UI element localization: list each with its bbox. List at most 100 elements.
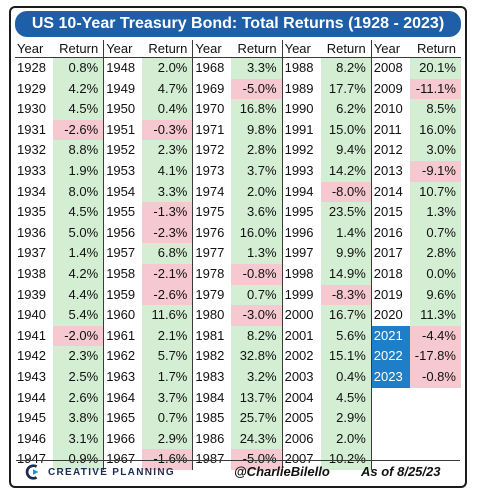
return-cell: 0.4%: [320, 366, 371, 388]
table-row: 1973 3.7%: [193, 160, 282, 182]
table-row: 2007 10.2%: [283, 449, 371, 470]
year-cell: 1993: [284, 162, 314, 178]
table-row: 2000 16.7%: [283, 305, 371, 326]
return-cell: -4.4%: [409, 325, 461, 347]
table-row: 1958 -2.1%: [104, 263, 193, 285]
return-cell: -0.8%: [409, 366, 461, 388]
return-cell: 14.9%: [320, 263, 371, 285]
year-cell: 2010: [373, 101, 403, 117]
return-cell: -3.0%: [231, 305, 282, 326]
table-row: 2006 2.0%: [283, 428, 371, 450]
year-cell: 1981: [195, 327, 225, 343]
table-row: 2012 3.0%: [372, 140, 461, 161]
table-row: 1936 5.0%: [15, 222, 104, 244]
table-row: 1963 1.7%: [104, 366, 193, 388]
year-cell: 1958: [106, 265, 136, 281]
return-cell: 5.6%: [320, 325, 371, 347]
table-row: 1953 4.1%: [104, 160, 193, 182]
year-cell: 1935: [17, 204, 46, 220]
year-cell: 1965: [106, 410, 136, 426]
table-row: 2008 20.1%: [372, 58, 461, 79]
creative-planning-logo-icon: [25, 464, 39, 480]
table-row: 1962 5.7%: [104, 346, 193, 367]
table-row: 1975 3.6%: [193, 202, 282, 223]
table-row: 1951 -0.3%: [104, 119, 193, 141]
table-row: 1944 2.6%: [15, 387, 104, 409]
return-cell: 1.4%: [320, 222, 371, 244]
table-row: 1928 0.8%: [15, 58, 104, 79]
return-cell: 0.7%: [142, 408, 193, 429]
return-cell: 17.7%: [320, 78, 371, 100]
year-cell: 1931: [17, 121, 46, 137]
return-cell: 8.2%: [320, 58, 371, 79]
return-header: Return: [237, 41, 277, 56]
return-cell: -8.0%: [320, 181, 371, 203]
year-cell: 1983: [195, 368, 225, 384]
return-cell: 15.1%: [320, 346, 371, 367]
return-header: Return: [326, 41, 366, 56]
return-cell: 4.7%: [142, 78, 193, 100]
return-cell: 8.0%: [53, 181, 104, 203]
year-cell: 1930: [17, 101, 46, 117]
return-cell: 3.8%: [53, 408, 104, 429]
return-cell: 4.5%: [53, 99, 104, 120]
year-cell: 2019: [373, 286, 403, 302]
return-cell: 16.7%: [320, 305, 371, 326]
year-cell: 1972: [195, 142, 225, 158]
year-cell: 1938: [17, 265, 46, 281]
column-header: Year Return: [371, 40, 461, 58]
year-cell: 2005: [284, 410, 314, 426]
table-row: 1983 3.2%: [193, 366, 282, 388]
table-row: 1986 24.3%: [193, 428, 282, 450]
return-cell: -2.6%: [53, 119, 104, 141]
table-row: 2018 0.0%: [372, 263, 461, 285]
year-cell: 1968: [195, 60, 225, 75]
returns-table-card: US 10-Year Treasury Bond: Total Returns …: [9, 6, 467, 488]
return-header: Return: [148, 41, 188, 56]
year-cell: 1976: [195, 224, 225, 240]
return-cell: 3.1%: [53, 428, 104, 450]
table-row: 1937 1.4%: [15, 243, 104, 264]
table-row: 1950 0.4%: [104, 99, 193, 120]
table-row: 1982 32.8%: [193, 346, 282, 367]
table-row: 1934 8.0%: [15, 181, 104, 203]
footer: CREATIVE PLANNING @CharlieBilello As of …: [16, 460, 460, 484]
year-header: Year: [17, 41, 44, 56]
year-cell: 1996: [284, 224, 314, 240]
year-cell: 1999: [284, 286, 314, 302]
year-cell: 1943: [17, 368, 46, 384]
return-cell: 10.7%: [409, 181, 461, 203]
table-title: US 10-Year Treasury Bond: Total Returns …: [15, 11, 461, 37]
year-cell: 1933: [17, 162, 46, 178]
year-cell: 1945: [17, 410, 46, 426]
year-cell: 1969: [195, 80, 225, 96]
year-cell: 1947: [17, 451, 46, 467]
table-row: 1946 3.1%: [15, 428, 104, 450]
year-cell: 2008: [373, 60, 403, 75]
returns-grid: Year Return 1928 0.8% 1929 4.2% 1930 4.5% 1931 -2…: [15, 40, 461, 470]
return-cell: 1.7%: [142, 366, 193, 388]
year-cell: 2004: [284, 389, 314, 405]
return-cell: 2.0%: [142, 58, 193, 79]
year-cell: 1932: [17, 142, 46, 158]
return-cell: -1.6%: [142, 449, 193, 470]
year-cell: 1966: [106, 430, 136, 446]
return-cell: 2.1%: [142, 325, 193, 347]
year-cell: 1992: [284, 142, 314, 158]
return-cell: 4.5%: [53, 202, 104, 223]
table-row: 1967 -1.6%: [104, 449, 193, 470]
as-of-date: As of 8/25/23: [361, 464, 441, 479]
table-row: 2002 15.1%: [283, 346, 371, 367]
year-cell: 1955: [106, 204, 136, 220]
table-row: 1932 8.8%: [15, 140, 104, 161]
year-cell: 2011: [373, 121, 402, 137]
year-cell: 1959: [106, 286, 136, 302]
table-row: 1954 3.3%: [104, 181, 193, 203]
year-cell: 2020: [373, 307, 403, 323]
table-row: 1930 4.5%: [15, 99, 104, 120]
table-row: 1997 9.9%: [283, 243, 371, 264]
table-row: 2023 -0.8%: [371, 366, 461, 388]
table-row: 2010 8.5%: [372, 99, 461, 120]
table-row: 2014 10.7%: [372, 181, 461, 203]
return-cell: 3.2%: [231, 366, 282, 388]
